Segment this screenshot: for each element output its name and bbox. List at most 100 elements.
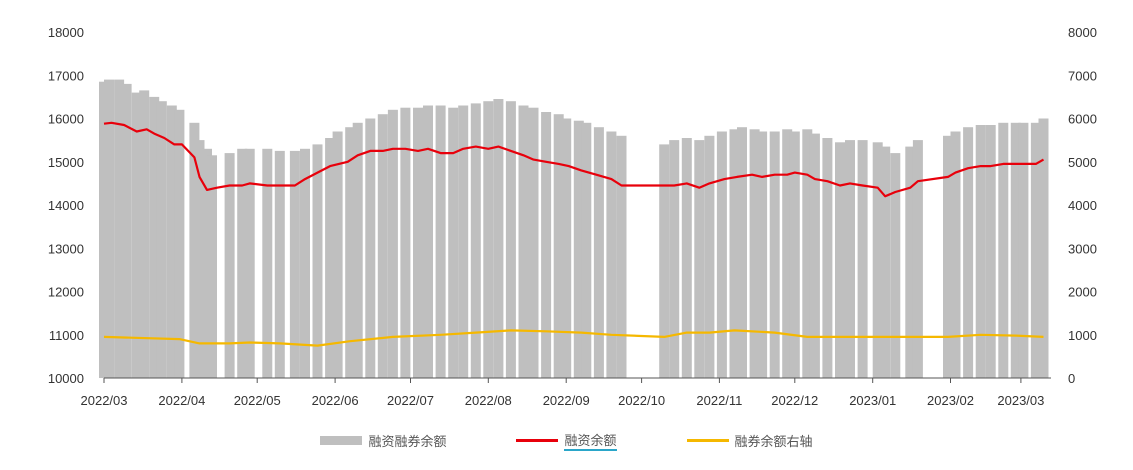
axes [103,377,1051,383]
bar-total-57 [749,129,760,378]
bar-total-37 [493,99,504,378]
legend-label-total: 融资融券余额 [368,434,447,450]
bar-total-32 [435,105,446,378]
bar-total-28 [387,109,398,379]
bar-total-27 [377,114,388,378]
bar-total-35 [470,103,481,379]
y-right-tick-8: 8000 [1068,25,1097,40]
legend-item-securities[interactable]: 融券余额右轴 [686,431,813,450]
bar-total-47 [606,131,617,378]
x-tick-label-3: 2022/06 [312,393,359,408]
y-right-tick-0: 0 [1068,371,1075,386]
y-left-tick-5: 15000 [48,155,84,170]
bar-total-68 [872,142,883,378]
y-left-tick-8: 18000 [48,25,84,40]
bar-total-61 [789,131,800,378]
bar-total-70 [890,153,901,378]
legend-item-financing[interactable]: 融资余额 [516,430,617,451]
y-left-tick-7: 17000 [48,68,84,83]
bar-total-56 [737,127,747,378]
legend: 融资融券余额 融资余额 融券余额右轴 [0,428,1133,452]
bar-total-21 [312,144,323,378]
bar-total-4 [131,92,142,378]
bar-total-45 [581,122,592,378]
line-financing [103,121,1045,198]
bar-total-60 [782,129,793,378]
bar-total-15 [237,148,248,378]
bar-total-22 [325,138,336,378]
bar-total-41 [541,112,552,378]
bar-total-66 [845,140,855,378]
bar-total-63 [809,133,820,378]
bar-total-52 [694,140,705,378]
bar-total-30 [413,107,423,378]
x-tick-label-7: 2022/10 [618,393,665,408]
bar-total-55 [729,129,740,378]
bar-total-71 [905,146,916,378]
y-right-tick-7: 7000 [1068,68,1097,83]
bar-total-58 [757,131,768,378]
x-tick-label-9: 2022/12 [771,393,818,408]
x-tick-label-8: 2022/11 [696,393,742,408]
bar-total-65 [835,142,845,378]
bar-total-40 [528,107,539,378]
bar-total-16 [244,148,255,378]
legend-swatch-securities [686,438,729,442]
bar-total-48 [616,135,627,378]
bar-total-78 [998,122,1009,378]
y-left-tick-3: 13000 [48,241,84,256]
bar-total-19 [289,150,300,378]
x-tick-label-5: 2022/08 [465,393,512,408]
bar-total-53 [704,135,715,378]
y-left-tick-1: 11000 [49,328,84,343]
bar-total-2 [114,79,125,378]
bar-total-17 [262,148,273,378]
bar-total-13 [207,155,217,378]
bar-total-72 [912,140,923,378]
bar-total-69 [880,146,891,378]
x-tick-label-2: 2022/05 [234,393,281,408]
bar-total-5 [139,90,150,379]
bar-total-1 [104,79,114,378]
bar-total-10 [189,122,200,378]
bar-total-31 [423,105,433,378]
x-tick-label-0: 2022/03 [81,393,128,408]
legend-swatch-financing [516,438,559,442]
y-left-tick-2: 12000 [48,285,84,300]
chart: 1000011000120001300014000150001600017000… [48,25,1097,408]
bar-total-43 [561,118,572,378]
y-right-tick-6: 6000 [1068,112,1097,127]
x-tick-label-10: 2023/01 [849,393,896,408]
bar-total-34 [458,105,469,378]
bar-total-42 [553,114,564,378]
bar-total-38 [505,101,516,378]
series-lines [103,121,1045,347]
legend-swatch-total [320,435,363,445]
bar-total-29 [400,107,411,378]
x-tick-label-4: 2022/07 [387,393,434,408]
bar-total-18 [274,150,285,378]
legend-item-total[interactable]: 融资融券余额 [320,431,446,450]
bar-total-51 [681,138,692,378]
bar-total-7 [156,101,167,378]
y-right-tick-4: 4000 [1068,198,1097,213]
line-securities [103,329,1044,347]
bar-total-8 [166,105,177,378]
bar-total-64 [822,138,833,378]
bar-total-73 [943,135,953,378]
bar-total-79 [1010,122,1021,378]
x-tick-label-11: 2023/02 [927,393,974,408]
y-left-tick-0: 10000 [48,371,84,386]
y-right-tick-2: 2000 [1068,285,1097,300]
legend-label-securities: 融券余额右轴 [734,434,813,450]
bar-total-50 [669,140,680,378]
bar-total-20 [300,148,310,378]
x-tick-label-6: 2022/09 [543,393,590,408]
bar-total-54 [716,131,727,378]
y-right-tick-5: 5000 [1068,155,1097,170]
bar-total-77 [985,125,996,378]
bar-total-23 [332,131,343,378]
bar-total-82 [1038,118,1049,378]
bar-total-46 [593,127,604,378]
bar-total-74 [950,131,961,378]
